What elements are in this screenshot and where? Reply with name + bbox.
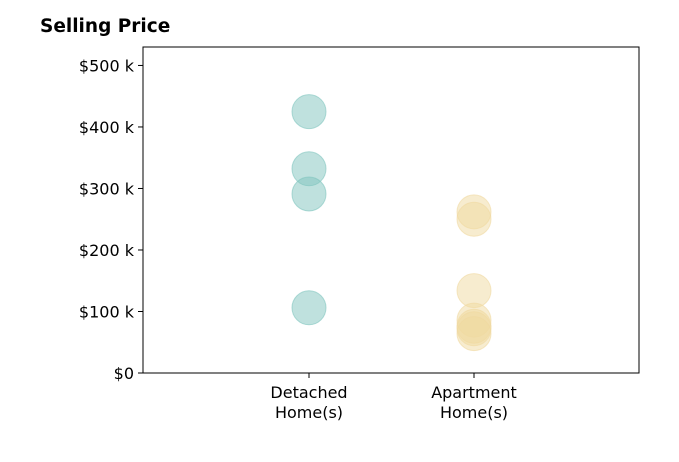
y-tick-label: $400 k [79,118,135,137]
data-point [456,201,492,237]
y-tick-label: $500 k [79,56,135,75]
data-point [456,316,492,352]
data-point [291,290,327,326]
y-tick-label: $0 [114,364,134,383]
data-point [291,176,327,212]
plot-frame [142,46,640,374]
y-tick-label: $200 k [79,241,135,260]
chart-title: Selling Price [40,16,171,37]
data-point [456,273,492,309]
x-tick-label: Apartment Home(s) [431,383,517,422]
y-tick-label: $100 k [79,302,135,321]
data-point [291,94,327,130]
y-tick-label: $300 k [79,179,135,198]
x-tick-label: Detached Home(s) [270,383,347,422]
